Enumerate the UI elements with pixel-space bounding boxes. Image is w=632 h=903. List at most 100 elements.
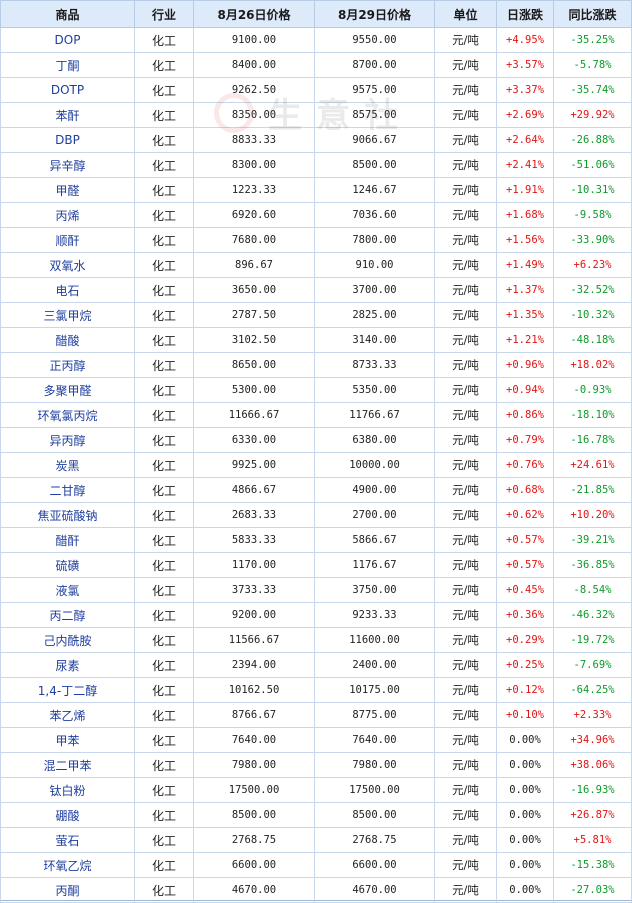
daily-change-cell: +0.76% xyxy=(496,452,554,478)
commodity-name[interactable]: 丙二醇 xyxy=(0,602,135,628)
table-row: 液氯 化工 3733.33 3750.00 元/吨 +0.45% -8.54% xyxy=(0,577,632,603)
unit-cell: 元/吨 xyxy=(434,577,497,603)
unit-cell: 元/吨 xyxy=(434,877,497,903)
yoy-change-cell: -35.25% xyxy=(553,27,632,53)
header-daily-change[interactable]: 日涨跌 xyxy=(496,0,554,28)
unit-cell: 元/吨 xyxy=(434,677,497,703)
commodity-name[interactable]: 丙酮 xyxy=(0,877,135,903)
industry-cell: 化工 xyxy=(134,227,194,253)
unit-cell: 元/吨 xyxy=(434,52,497,78)
price-aug26-cell: 3102.50 xyxy=(193,327,315,353)
commodity-name[interactable]: 液氯 xyxy=(0,577,135,603)
commodity-name[interactable]: 多聚甲醛 xyxy=(0,377,135,403)
commodity-name[interactable]: 异辛醇 xyxy=(0,152,135,178)
table-row: 顺酐 化工 7680.00 7800.00 元/吨 +1.56% -33.90% xyxy=(0,227,632,253)
table-row: 异辛醇 化工 8300.00 8500.00 元/吨 +2.41% -51.06% xyxy=(0,152,632,178)
table-row: 萤石 化工 2768.75 2768.75 元/吨 0.00% +5.81% xyxy=(0,827,632,853)
commodity-name[interactable]: 醋酸 xyxy=(0,327,135,353)
industry-cell: 化工 xyxy=(134,252,194,278)
yoy-change-cell: -21.85% xyxy=(553,477,632,503)
price-aug29-cell: 10175.00 xyxy=(314,677,435,703)
header-yoy-change[interactable]: 同比涨跌 xyxy=(553,0,632,28)
commodity-name[interactable]: 双氧水 xyxy=(0,252,135,278)
unit-cell: 元/吨 xyxy=(434,527,497,553)
commodity-name[interactable]: 甲苯 xyxy=(0,727,135,753)
table-row: DBP 化工 8833.33 9066.67 元/吨 +2.64% -26.88% xyxy=(0,127,632,153)
commodity-name[interactable]: 甲醛 xyxy=(0,177,135,203)
price-aug26-cell: 8650.00 xyxy=(193,352,315,378)
commodity-name[interactable]: 环氧乙烷 xyxy=(0,852,135,878)
commodity-name[interactable]: 三氯甲烷 xyxy=(0,302,135,328)
price-aug26-cell: 7640.00 xyxy=(193,727,315,753)
table-row: 钛白粉 化工 17500.00 17500.00 元/吨 0.00% -16.93% xyxy=(0,777,632,803)
unit-cell: 元/吨 xyxy=(434,102,497,128)
unit-cell: 元/吨 xyxy=(434,827,497,853)
daily-change-cell: +0.36% xyxy=(496,602,554,628)
daily-change-cell: +0.45% xyxy=(496,577,554,603)
commodity-name[interactable]: 炭黑 xyxy=(0,452,135,478)
commodity-name[interactable]: 钛白粉 xyxy=(0,777,135,803)
price-aug26-cell: 9100.00 xyxy=(193,27,315,53)
commodity-name[interactable]: DOTP xyxy=(0,77,135,103)
commodity-name[interactable]: 尿素 xyxy=(0,652,135,678)
commodity-name[interactable]: 醋酐 xyxy=(0,527,135,553)
header-industry[interactable]: 行业 xyxy=(134,0,194,28)
commodity-name[interactable]: DOP xyxy=(0,27,135,53)
header-commodity[interactable]: 商品 xyxy=(0,0,135,28)
yoy-change-cell: -48.18% xyxy=(553,327,632,353)
commodity-name[interactable]: 顺酐 xyxy=(0,227,135,253)
commodity-name[interactable]: 丙烯 xyxy=(0,202,135,228)
yoy-change-cell: -36.85% xyxy=(553,552,632,578)
table-row: 醋酐 化工 5833.33 5866.67 元/吨 +0.57% -39.21% xyxy=(0,527,632,553)
header-unit[interactable]: 单位 xyxy=(434,0,497,28)
yoy-change-cell: -32.52% xyxy=(553,277,632,303)
unit-cell: 元/吨 xyxy=(434,152,497,178)
unit-cell: 元/吨 xyxy=(434,727,497,753)
table-row: 尿素 化工 2394.00 2400.00 元/吨 +0.25% -7.69% xyxy=(0,652,632,678)
commodity-name[interactable]: 异丙醇 xyxy=(0,427,135,453)
daily-change-cell: +3.57% xyxy=(496,52,554,78)
daily-change-cell: +1.68% xyxy=(496,202,554,228)
table-row: 混二甲苯 化工 7980.00 7980.00 元/吨 0.00% +38.06% xyxy=(0,752,632,778)
unit-cell: 元/吨 xyxy=(434,302,497,328)
unit-cell: 元/吨 xyxy=(434,502,497,528)
yoy-change-cell: -33.90% xyxy=(553,227,632,253)
daily-change-cell: +1.49% xyxy=(496,252,554,278)
price-aug26-cell: 7680.00 xyxy=(193,227,315,253)
price-aug29-cell: 9066.67 xyxy=(314,127,435,153)
commodity-name[interactable]: DBP xyxy=(0,127,135,153)
price-aug26-cell: 2683.33 xyxy=(193,502,315,528)
table-header-row: 商品 行业 8月26日价格 8月29日价格 单位 日涨跌 同比涨跌 xyxy=(0,0,632,28)
commodity-name[interactable]: 正丙醇 xyxy=(0,352,135,378)
industry-cell: 化工 xyxy=(134,377,194,403)
commodity-name[interactable]: 硫磺 xyxy=(0,552,135,578)
price-aug29-cell: 9550.00 xyxy=(314,27,435,53)
industry-cell: 化工 xyxy=(134,27,194,53)
commodity-name[interactable]: 萤石 xyxy=(0,827,135,853)
commodity-name[interactable]: 丁酮 xyxy=(0,52,135,78)
commodity-name[interactable]: 1,4-丁二醇 xyxy=(0,677,135,703)
commodity-name[interactable]: 混二甲苯 xyxy=(0,752,135,778)
header-price-aug26[interactable]: 8月26日价格 xyxy=(193,0,315,28)
commodity-name[interactable]: 苯乙烯 xyxy=(0,702,135,728)
industry-cell: 化工 xyxy=(134,452,194,478)
table-row: DOTP 化工 9262.50 9575.00 元/吨 +3.37% -35.74% xyxy=(0,77,632,103)
header-price-aug29[interactable]: 8月29日价格 xyxy=(314,0,435,28)
price-aug26-cell: 6600.00 xyxy=(193,852,315,878)
price-aug26-cell: 10162.50 xyxy=(193,677,315,703)
industry-cell: 化工 xyxy=(134,77,194,103)
unit-cell: 元/吨 xyxy=(434,252,497,278)
commodity-name[interactable]: 电石 xyxy=(0,277,135,303)
price-aug26-cell: 9200.00 xyxy=(193,602,315,628)
price-aug29-cell: 5866.67 xyxy=(314,527,435,553)
commodity-name[interactable]: 二甘醇 xyxy=(0,477,135,503)
commodity-name[interactable]: 焦亚硫酸钠 xyxy=(0,502,135,528)
price-aug29-cell: 9233.33 xyxy=(314,602,435,628)
commodity-name[interactable]: 己内酰胺 xyxy=(0,627,135,653)
unit-cell: 元/吨 xyxy=(434,652,497,678)
commodity-name[interactable]: 环氧氯丙烷 xyxy=(0,402,135,428)
commodity-name[interactable]: 硼酸 xyxy=(0,802,135,828)
commodity-name[interactable]: 苯酐 xyxy=(0,102,135,128)
table-row: 丁酮 化工 8400.00 8700.00 元/吨 +3.57% -5.78% xyxy=(0,52,632,78)
